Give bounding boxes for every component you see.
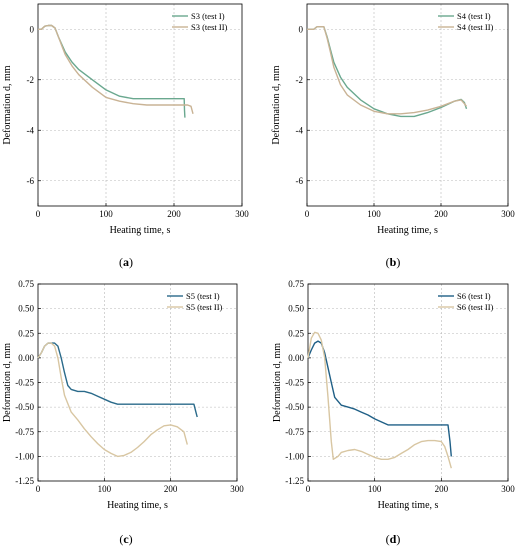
legend-label-2: S6 (test II) [457, 302, 494, 312]
y-tick-label: 0.25 [18, 328, 34, 338]
x-tick-label: 0 [36, 484, 41, 494]
panel-label: (d) [386, 532, 401, 546]
y-tick-label: -0.50 [15, 402, 34, 412]
panel-label: (c) [119, 532, 132, 546]
series-line-2 [307, 26, 468, 115]
panel-label: (b) [386, 255, 401, 269]
x-tick-label: 300 [501, 484, 515, 494]
x-tick-label: 100 [367, 209, 381, 219]
series-line-2 [37, 342, 188, 458]
y-tick-label: -1.00 [285, 451, 304, 461]
x-tick-label: 300 [235, 209, 249, 219]
y-tick-label: 0.50 [288, 304, 304, 314]
y-tick-label: -1.25 [285, 476, 304, 486]
x-axis-label: Heating time, s [107, 500, 168, 511]
y-tick-label: -2 [27, 75, 35, 85]
x-tick-label: 0 [306, 484, 311, 494]
x-tick-label: 0 [305, 209, 310, 219]
x-tick-label: 200 [164, 484, 178, 494]
y-tick-label: -0.75 [285, 427, 304, 437]
y-tick-label: 0 [299, 24, 304, 34]
y-tick-label: -0.25 [285, 378, 304, 388]
legend-label-1: S4 (test I) [457, 11, 491, 21]
y-tick-label: -1.00 [15, 451, 34, 461]
y-tick-label: 0.25 [288, 328, 304, 338]
legend-label-1: S6 (test I) [457, 291, 491, 301]
x-tick-label: 100 [99, 209, 113, 219]
y-tick-label: -4 [27, 125, 35, 135]
y-tick-label: 0.00 [18, 353, 34, 363]
x-axis-label: Heating time, s [110, 225, 171, 236]
y-tick-label: -0.50 [285, 402, 304, 412]
x-tick-label: 100 [368, 484, 382, 494]
legend-label-2: S5 (test II) [186, 302, 223, 312]
y-tick-label: -6 [296, 176, 304, 186]
chart-c: 0 100 200 300 0.75 0.50 0.25 0.00 -0.25 -0.50 -0.7… [2, 279, 244, 546]
y-tick-label: 0.75 [288, 279, 304, 289]
y-tick-label: -6 [27, 176, 35, 186]
panel-label: (a) [119, 255, 133, 269]
chart-a: 0 100 200 300 0 -2 -4 -6 Heating time, s Deformat… [2, 3, 249, 269]
y-tick-label: 0.50 [18, 304, 34, 314]
x-axis-label: Heating time, s [378, 500, 439, 511]
x-tick-label: 300 [230, 484, 244, 494]
y-tick-label: -4 [296, 125, 304, 135]
x-tick-label: 200 [434, 209, 448, 219]
legend-label-1: S3 (test I) [191, 11, 225, 21]
x-tick-label: 0 [36, 209, 41, 219]
y-tick-label: -2 [296, 75, 304, 85]
x-axis-label: Heating time, s [377, 225, 438, 236]
y-tick-label: 0.75 [18, 279, 34, 289]
y-axis-label: Deformation d, mm [2, 343, 13, 422]
series-line-2 [307, 331, 452, 469]
x-tick-label: 200 [435, 484, 449, 494]
y-axis-label: Deformation d, mm [272, 343, 283, 422]
chart-b: 0 100 200 300 0 -2 -4 -6 Heating time, s Deformat… [271, 3, 515, 269]
plot-frame [306, 3, 509, 207]
legend-label-1: S5 (test I) [186, 291, 220, 301]
legend-label-2: S3 (test II) [191, 22, 228, 32]
x-tick-label: 200 [167, 209, 181, 219]
y-axis-label: Deformation d, mm [271, 65, 282, 144]
y-tick-label: -0.75 [15, 427, 34, 437]
y-tick-label: -1.25 [15, 476, 34, 486]
legend-label-2: S4 (test II) [457, 22, 494, 32]
y-tick-label: 0 [30, 24, 35, 34]
series-line-1 [307, 340, 452, 457]
x-tick-label: 100 [98, 484, 112, 494]
series-line-2 [38, 24, 194, 114]
chart-d: 0 100 200 300 0.75 0.50 0.25 0.00 -0.25 -0.50 -0.7… [272, 279, 515, 546]
y-axis-label: Deformation d, mm [2, 65, 13, 144]
y-tick-label: 0.00 [288, 353, 304, 363]
y-tick-label: -0.25 [15, 378, 34, 388]
x-tick-label: 300 [501, 209, 515, 219]
plot-frame [37, 3, 243, 207]
series-line-1 [307, 26, 468, 118]
